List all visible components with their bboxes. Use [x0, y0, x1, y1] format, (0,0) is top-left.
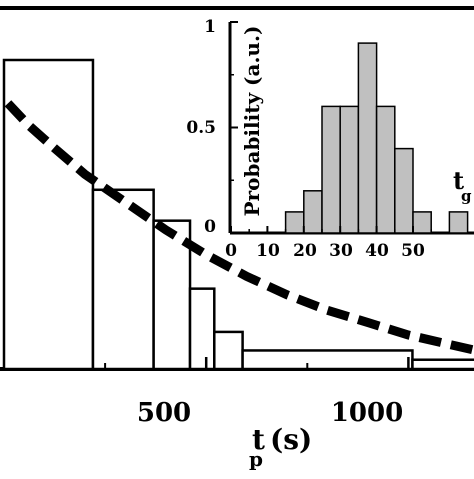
inset-x-tick-label-20: 20 — [293, 241, 317, 261]
main-histogram-bar-5 — [213, 330, 244, 371]
main-x-axis-label-unit: (s) — [270, 423, 312, 456]
inset-y-axis-label: Probability (a.u.) — [240, 26, 264, 217]
inset-x-tick-label-40: 40 — [365, 241, 389, 261]
main-tick-label-1000: 1000 — [331, 398, 403, 428]
main-tick-label-500: 500 — [137, 398, 191, 428]
inset-histogram-bar-9 — [412, 211, 432, 234]
main-plot: 500 1000 t p (s) — [0, 6, 474, 471]
main-x-axis-label-subscript: p — [249, 447, 263, 471]
main-x-axis-label: t — [252, 423, 265, 456]
inset-y-tick-label-0.5: 0.5 — [186, 118, 216, 138]
main-histogram-bar-1 — [2, 58, 95, 371]
inset-x-axis-label-subscript: g — [461, 187, 472, 205]
inset-y-tick-label-1: 1 — [204, 17, 216, 37]
main-histogram-bar-6 — [241, 349, 414, 371]
inset-histogram-bar-4 — [321, 105, 341, 234]
inset-x-tick-label-30: 30 — [329, 241, 353, 261]
inset-x-axis-label-symbol: t — [453, 166, 464, 195]
inset-histogram-bar-6 — [357, 42, 378, 234]
inset-y-tick-label-0: 0 — [204, 217, 216, 237]
inset-histogram-bar-7 — [375, 105, 396, 234]
inset-x-tick-label-10: 10 — [256, 241, 280, 261]
main-fit-curve — [4, 100, 474, 355]
inset-x-tick-label-50: 50 — [401, 241, 425, 261]
inset-x-tick-label-0: 0 — [225, 241, 237, 261]
inset-histogram-bar-5 — [339, 105, 360, 234]
inset-histogram-bar-3 — [303, 190, 323, 234]
inset-histogram-bar-2 — [284, 211, 305, 234]
inset-histogram-bar-8 — [394, 147, 414, 234]
main-x-axis-label-symbol: t — [252, 423, 265, 456]
inset-plot: 1 0.5 0 0 10 20 30 40 50 Probability (a.… — [186, 17, 474, 261]
inset-histogram-bar-11 — [448, 211, 469, 234]
main-histogram-bar-4 — [188, 287, 216, 371]
main-histogram-bar-7 — [411, 358, 474, 371]
